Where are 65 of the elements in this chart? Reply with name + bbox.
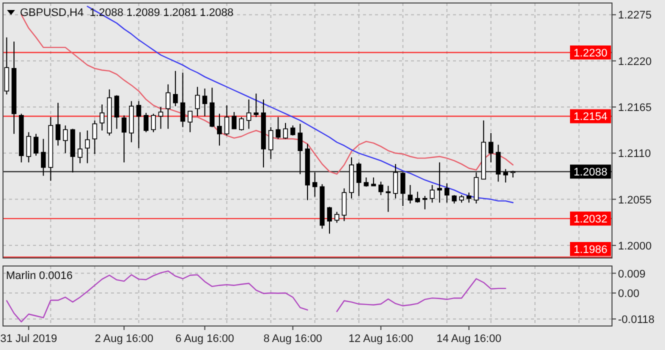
- candlestick: [78, 132, 82, 164]
- candlestick: [466, 192, 472, 204]
- y-tick-label: 1.2165: [618, 102, 652, 114]
- candlestick: [342, 188, 347, 222]
- y-tick-label: 0.00: [618, 288, 640, 300]
- candlestick: [122, 114, 126, 163]
- y-tick-label: -0.0118: [618, 314, 654, 326]
- candlestick: [254, 93, 259, 118]
- candlestick: [210, 87, 215, 128]
- candlestick: [327, 206, 332, 234]
- x-tick-label: 8 Aug 16:00: [263, 333, 322, 345]
- candlestick: [488, 132, 494, 163]
- x-tick-label: 31 Jul 2019: [0, 333, 58, 345]
- ref-line-label: 1.1986: [574, 244, 608, 256]
- y-tick-label: 1.2275: [618, 10, 652, 22]
- candlestick: [268, 126, 274, 160]
- y-tick-label: 1.2000: [618, 240, 652, 252]
- candlestick: [378, 181, 384, 196]
- candlestick: [62, 124, 68, 154]
- candlestick: [34, 133, 38, 156]
- candlestick: [4, 36, 10, 95]
- candlestick: [114, 94, 120, 130]
- candlestick: [276, 116, 281, 140]
- y-tick-label: 1.2055: [618, 194, 652, 206]
- candlestick: [422, 195, 428, 210]
- ref-line-label: 1.2088: [574, 166, 608, 179]
- candlestick: [202, 88, 208, 117]
- candlestick: [158, 106, 164, 130]
- chart-title: Marlin 0.0016: [6, 270, 73, 282]
- candlestick: [444, 182, 450, 204]
- candlestick: [232, 112, 237, 130]
- candlestick: [415, 191, 420, 204]
- candlestick: [283, 122, 288, 140]
- candlestick: [144, 112, 148, 133]
- ref-line-label: 1.2230: [574, 47, 608, 60]
- candlestick: [188, 110, 193, 133]
- ref-line-label: 1.2154: [574, 111, 608, 124]
- candlestick: [180, 72, 186, 128]
- candlestick: [166, 84, 171, 130]
- candlestick: [239, 116, 244, 131]
- y-tick-label: 0.009: [618, 268, 646, 280]
- y-tick-label: 1.2110: [618, 148, 651, 160]
- candlestick: [100, 104, 104, 131]
- candlestick: [195, 86, 200, 117]
- candlestick: [173, 70, 178, 107]
- candlestick: [84, 130, 90, 164]
- line-series: [86, 6, 514, 204]
- x-tick-label: 2 Aug 16:00: [94, 333, 154, 345]
- candlestick: [246, 98, 252, 130]
- candlestick: [217, 113, 222, 146]
- candlestick: [26, 132, 32, 163]
- candlestick: [334, 211, 340, 224]
- candlestick: [151, 113, 156, 133]
- candlestick: [136, 100, 142, 149]
- x-tick-label: 6 Aug 16:00: [175, 333, 234, 345]
- candlestick: [92, 120, 98, 154]
- candlestick: [56, 102, 60, 146]
- x-tick-label: 12 Aug 16:00: [348, 333, 414, 345]
- ref-line-label: 1.2032: [574, 214, 608, 226]
- candlestick: [224, 104, 230, 136]
- candlestick: [408, 184, 413, 204]
- y-tick-label: 1.2220: [618, 56, 652, 68]
- candlestick: [430, 184, 435, 204]
- candlestick: [290, 124, 296, 136]
- x-tick-label: 14 Aug 16:00: [436, 333, 502, 345]
